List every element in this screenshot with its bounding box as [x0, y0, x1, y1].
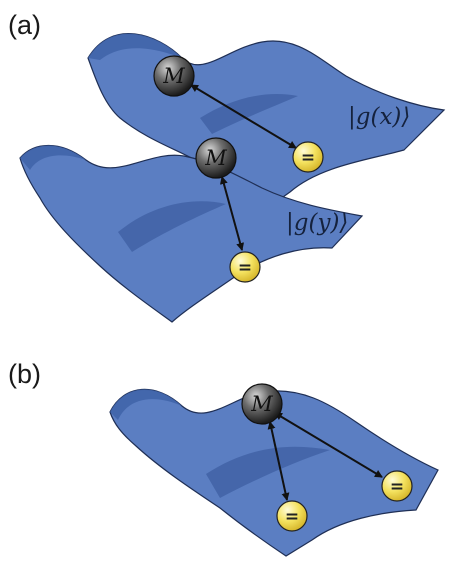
memory-node-b-label: M [250, 392, 273, 416]
surface-gy-crest [20, 145, 86, 170]
surface-gy [19, 145, 364, 323]
arrow-m1-eq1 [190, 84, 297, 149]
equal-node-b2: = [381, 470, 413, 502]
arrow-mb-eqb2 [274, 412, 383, 478]
equal-node-b1: = [276, 500, 308, 532]
equal-node-a2-label: = [238, 258, 252, 278]
surface-b-crest [110, 389, 182, 420]
arrow-m2-eq2 [219, 176, 245, 251]
memory-node-a1: M [153, 55, 195, 97]
surface-gy-sheet [19, 145, 364, 323]
state-label-gx: |g(x)⟩ [348, 104, 410, 130]
equal-node-a2: = [229, 251, 261, 283]
memory-node-a1-label: M [162, 64, 185, 88]
surface-gy-fold [118, 201, 226, 252]
equal-node-b2-label: = [390, 477, 404, 497]
panel-label-b: (b) [8, 359, 41, 389]
equal-node-b1-label: = [285, 507, 299, 527]
equal-node-a1-label: = [301, 148, 315, 168]
memory-node-a2-label: M [204, 146, 227, 170]
surface-gx-crest [88, 33, 182, 60]
equal-node-a1: = [292, 141, 324, 173]
state-label-gy: |g(y)⟩ [286, 210, 348, 236]
memory-node-b: M [241, 383, 283, 425]
panel-label-a: (a) [8, 10, 41, 40]
memory-node-a2: M [195, 137, 237, 179]
